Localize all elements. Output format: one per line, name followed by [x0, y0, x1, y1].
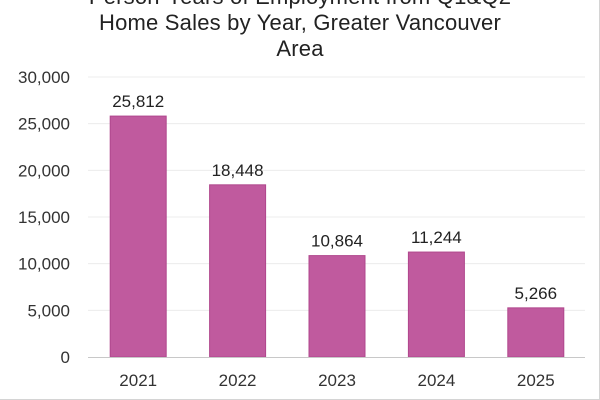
- bar-value-label-2023: 10,864: [311, 232, 363, 251]
- bar-value-labels: 25,812 18,448 10,864 11,244 5,266: [112, 92, 557, 303]
- bar-value-label-2024: 11,244: [411, 228, 462, 247]
- x-tick-label-2025: 2025: [517, 371, 555, 390]
- bar-value-label-2025: 5,266: [515, 284, 558, 303]
- y-tick-label: 15,000: [18, 208, 70, 227]
- y-tick-label: 5,000: [27, 301, 70, 320]
- bar-value-label-2022: 18,448: [212, 161, 264, 180]
- gridlines: [88, 76, 585, 311]
- chart-title: Person-Years of Employment from Q1&Q2 Ho…: [60, 0, 540, 62]
- y-tick-label: 30,000: [18, 68, 70, 87]
- y-tick-label: 25,000: [18, 115, 70, 134]
- y-tick-label: 10,000: [18, 255, 70, 274]
- chart-title-line-1: Person-Years of Employment from Q1&Q2: [60, 0, 540, 10]
- y-axis-tick-labels: 0 5,000 10,000 15,000 20,000 25,000 30,000: [18, 68, 70, 367]
- bar-2022: [209, 184, 267, 358]
- bar-2023: [308, 255, 366, 358]
- bar-value-label-2021: 25,812: [112, 92, 164, 111]
- y-tick-label: 0: [61, 348, 70, 367]
- chart-title-line-3: Area: [276, 36, 324, 61]
- bars: [109, 115, 565, 358]
- bar-2025: [507, 307, 565, 358]
- x-tick-label-2022: 2022: [219, 371, 257, 390]
- x-axis-tick-labels: 2021 2022 2023 2024 2025: [119, 371, 554, 390]
- x-tick-label-2021: 2021: [119, 371, 157, 390]
- x-tick-label-2024: 2024: [417, 371, 455, 390]
- x-tick-label-2023: 2023: [318, 371, 356, 390]
- chart-title-line-2: Home Sales by Year, Greater Vancouver: [99, 10, 501, 35]
- bar-2021: [109, 115, 167, 358]
- y-tick-label: 20,000: [18, 161, 70, 180]
- bar-2024: [407, 251, 465, 358]
